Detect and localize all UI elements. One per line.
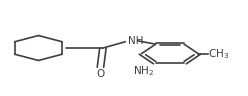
Text: NH$_2$: NH$_2$ <box>133 64 154 78</box>
Text: NH: NH <box>128 36 143 46</box>
Text: O: O <box>96 69 105 79</box>
Text: CH$_3$: CH$_3$ <box>208 47 230 61</box>
